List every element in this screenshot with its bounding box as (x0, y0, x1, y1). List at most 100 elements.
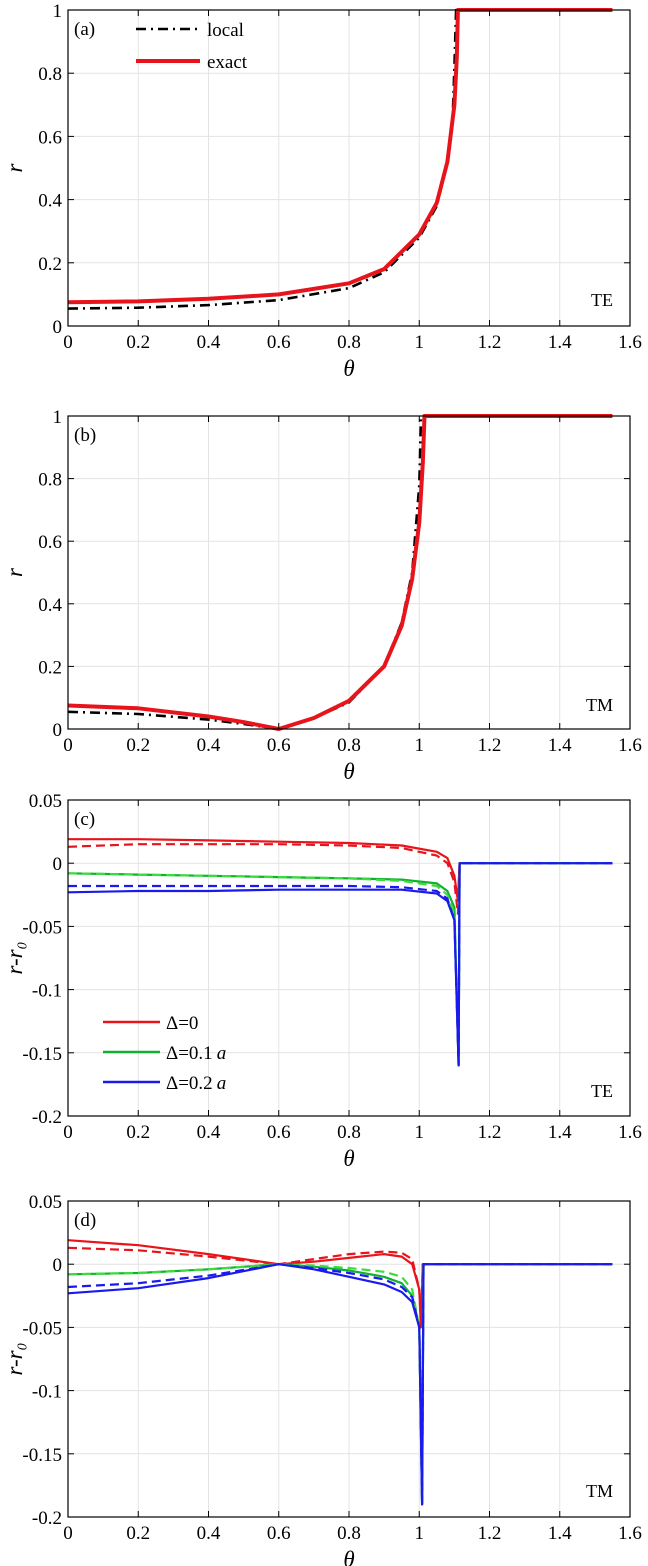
series-line-01a-solid (67, 1263, 613, 1506)
panel-label: (a) (74, 19, 95, 40)
x-axis-label: θ (343, 1146, 354, 1171)
x-tick-label: 1 (415, 735, 425, 756)
series-line-02a-dashed (67, 1263, 613, 1506)
y-tick-label: -0.2 (32, 1107, 62, 1128)
y-tick-label: -0.05 (22, 917, 62, 938)
panel-label: (c) (74, 809, 95, 830)
legend-label-local: local (207, 20, 244, 41)
legend-a: local exact (136, 20, 248, 73)
y-tick-label: 0 (53, 854, 63, 875)
x-tick-label: 1.6 (618, 1122, 642, 1143)
x-tick-label: 0.8 (337, 1122, 361, 1143)
y-tick-label: 0 (53, 720, 63, 741)
y-tick-label: -0.1 (32, 981, 62, 1002)
y-tick-label: 0.6 (38, 127, 62, 148)
y-axis-label: r-r₀ (2, 941, 27, 974)
x-tick-label: 0.6 (267, 332, 291, 353)
x-axis-label: θ (343, 356, 354, 381)
x-tick-label: 1.4 (548, 332, 572, 353)
polarization-label: TE (591, 1081, 613, 1101)
y-tick-label: 1 (53, 1, 63, 22)
series-line-01a-dashed (67, 862, 613, 1067)
series-line-exact-solid (67, 8, 613, 305)
y-tick-label: 1 (53, 407, 63, 428)
y-tick-label: 0.2 (38, 254, 62, 275)
x-tick-label: 1.4 (548, 735, 572, 756)
x-tick-label: 0.4 (197, 1122, 221, 1143)
x-tick-label: 0 (63, 332, 73, 353)
y-tick-label: -0.05 (22, 1318, 62, 1339)
x-tick-label: 0.2 (126, 332, 150, 353)
series-line-local-dashdot (67, 8, 613, 310)
polarization-label: TM (586, 1481, 613, 1501)
legend-label: Δ=0.1 a (166, 1043, 226, 1064)
y-tick-label: 0.05 (29, 791, 62, 812)
series-line-02a-solid (67, 862, 613, 1067)
x-tick-label: 1.2 (478, 1523, 502, 1544)
y-tick-label: 0.8 (38, 470, 62, 491)
series-line-02a-solid (67, 1263, 613, 1506)
legend-label-suffix: a (217, 1073, 227, 1094)
panel-c: 0 0.2 0.4 0.6 0.8 1 1.2 1.4 1.6 -0.2 -0.15 -0.1 -0.0… (2, 791, 642, 1171)
series-line-local-dashdot (67, 414, 613, 731)
x-tick-label: 1.6 (618, 332, 642, 353)
panel-d: 0 0.2 0.4 0.6 0.8 1 1.2 1.4 1.6 -0.2 -0.15 -0.1 -0.0… (2, 1192, 642, 1566)
x-tick-label: 0.4 (197, 735, 221, 756)
y-tick-label: -0.15 (22, 1044, 62, 1065)
x-tick-label: 0.4 (197, 1523, 221, 1544)
panel-label: (b) (74, 425, 96, 446)
x-tick-label: 0.4 (197, 332, 221, 353)
legend-label: Δ=0.2 a (166, 1073, 226, 1094)
x-tick-label: 1.6 (618, 735, 642, 756)
y-tick-label: -0.2 (32, 1508, 62, 1529)
y-tick-label: 0 (53, 317, 63, 338)
legend-label: Δ=0 (166, 1013, 198, 1034)
x-axis-label: θ (343, 1547, 354, 1566)
x-tick-label: 0.8 (337, 332, 361, 353)
x-tick-label: 0 (63, 735, 73, 756)
y-tick-label: 0.4 (38, 191, 62, 212)
polarization-label: TE (591, 290, 613, 310)
series-line-01a-dashed (67, 1263, 613, 1506)
y-tick-label: 0 (53, 1255, 63, 1276)
x-tick-label: 0 (63, 1523, 73, 1544)
x-tick-label: 0.6 (267, 1122, 291, 1143)
polarization-label: TM (586, 695, 613, 715)
x-tick-label: 0.2 (126, 1122, 150, 1143)
x-tick-label: 0.8 (337, 1523, 361, 1544)
x-tick-label: 1 (415, 1523, 425, 1544)
x-tick-label: 0 (63, 1122, 73, 1143)
y-tick-label: 0.2 (38, 657, 62, 678)
x-tick-label: 0.6 (267, 1523, 291, 1544)
legend-c: Δ=0Δ=0.1 aΔ=0.2 a (103, 1013, 226, 1094)
x-tick-label: 0.2 (126, 1523, 150, 1544)
x-tick-label: 1.4 (548, 1523, 572, 1544)
x-tick-label: 0.2 (126, 735, 150, 756)
series-line-exact-solid (67, 414, 613, 731)
series-line-0-dashed (67, 1246, 613, 1329)
series-line-01a-solid (67, 862, 613, 1067)
x-axis-label: θ (343, 759, 354, 784)
series-line-0-dashed (67, 843, 613, 915)
y-tick-label: 0.6 (38, 532, 62, 553)
x-tick-label: 1.4 (548, 1122, 572, 1143)
legend-label-text: Δ=0.2 (166, 1073, 213, 1094)
series-line-0-solid (67, 1239, 613, 1329)
panel-b: 0 0.2 0.4 0.6 0.8 1 1.2 1.4 1.6 0 0.2 0.4 0.6 0.8 1 θ r (… (2, 407, 642, 784)
y-tick-label: 0.8 (38, 64, 62, 85)
x-tick-label: 1.2 (478, 332, 502, 353)
y-tick-label: 0.05 (29, 1192, 62, 1213)
series-line-02a-dashed (68, 862, 613, 1067)
panel-label: (d) (74, 1210, 96, 1231)
x-tick-label: 1 (415, 332, 425, 353)
x-tick-label: 1 (415, 1122, 425, 1143)
y-axis-label: r (2, 162, 27, 172)
legend-label-text: Δ=0 (166, 1013, 198, 1034)
x-tick-label: 1.2 (478, 1122, 502, 1143)
x-tick-label: 0.8 (337, 735, 361, 756)
y-tick-label: -0.1 (32, 1382, 62, 1403)
legend-label-text: Δ=0.1 (166, 1043, 213, 1064)
y-axis-label: r (2, 567, 27, 577)
x-tick-label: 0.6 (267, 735, 291, 756)
